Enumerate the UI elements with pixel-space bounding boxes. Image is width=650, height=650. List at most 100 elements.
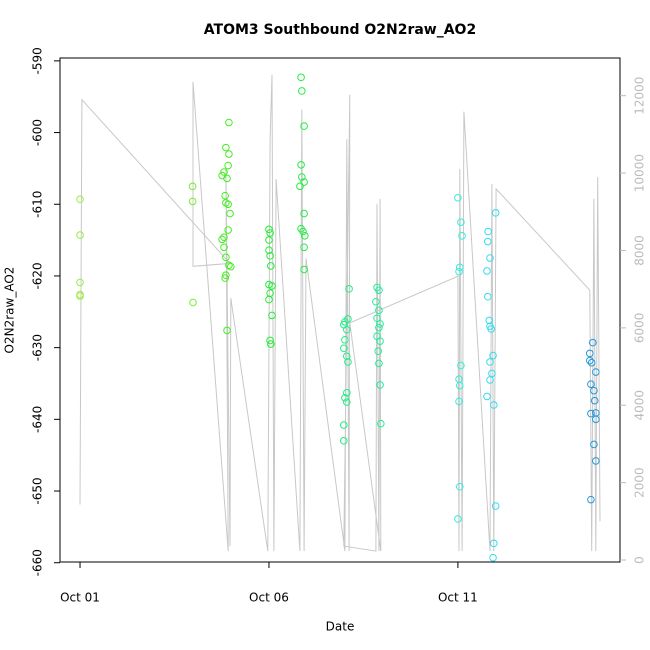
point [483, 292, 492, 301]
point [376, 337, 384, 345]
point [225, 150, 233, 158]
point [489, 539, 498, 548]
y2-tick-label: 8000 [633, 235, 647, 266]
point [455, 482, 464, 491]
point [343, 389, 351, 397]
point [491, 502, 500, 510]
point [344, 315, 352, 323]
point [344, 358, 352, 366]
point [341, 394, 349, 402]
point [226, 262, 235, 271]
chart-title: ATOM3 Southbound O2N2raw_AO2 [204, 22, 476, 38]
point [483, 392, 491, 401]
point [343, 352, 351, 361]
point [487, 325, 495, 333]
point [300, 209, 308, 218]
point [592, 457, 600, 465]
point [226, 209, 234, 218]
x-tick-label: Oct 01 [60, 591, 100, 605]
point [297, 161, 305, 169]
y-tick-label: -630 [31, 334, 45, 361]
point [458, 231, 466, 240]
x-axis-title: Date [326, 620, 355, 634]
y2-tick-label: 4000 [633, 390, 647, 421]
point [455, 263, 464, 272]
point [457, 361, 465, 370]
point [300, 265, 308, 274]
y-tick-label: -640 [31, 406, 45, 433]
point [375, 306, 383, 315]
point [486, 376, 494, 384]
point [188, 197, 197, 206]
point [222, 143, 230, 152]
point [373, 314, 381, 323]
trace-line [79, 74, 601, 552]
y2-tick-label: 6000 [633, 313, 647, 344]
point [267, 340, 275, 348]
point [587, 495, 595, 504]
point [592, 415, 600, 424]
point [345, 285, 353, 293]
point [485, 316, 494, 325]
point [299, 227, 307, 236]
point [76, 278, 84, 287]
point [267, 262, 275, 270]
point [265, 295, 273, 304]
point [76, 231, 84, 239]
point [489, 351, 497, 360]
point [343, 398, 351, 406]
point [339, 437, 348, 445]
y-tick-label: -650 [31, 477, 45, 504]
point [590, 440, 598, 449]
point [224, 161, 232, 170]
point [225, 261, 233, 269]
y-axis-title: O2N2raw_AO2 [3, 267, 17, 354]
point [266, 252, 274, 260]
point [489, 401, 498, 409]
point [454, 515, 462, 523]
point [222, 271, 230, 280]
point [220, 233, 228, 242]
point [223, 326, 231, 335]
point [268, 311, 276, 320]
point [585, 356, 594, 365]
point [224, 226, 232, 234]
point [265, 236, 273, 244]
point [455, 397, 463, 406]
x-tick-label: Oct 11 [438, 591, 478, 605]
point [375, 323, 383, 332]
point [454, 194, 462, 202]
point [491, 209, 500, 217]
y2-tick-label: 10000 [633, 154, 647, 192]
point [455, 267, 463, 276]
y-tick-label: -600 [31, 119, 45, 146]
y-tick-label: -590 [31, 47, 45, 74]
point [298, 87, 306, 95]
point [298, 173, 306, 181]
point [483, 237, 492, 246]
point [339, 421, 348, 429]
y2-tick-label: 12000 [633, 77, 647, 115]
point [372, 297, 380, 306]
point [587, 358, 596, 367]
point [374, 347, 382, 356]
point [221, 191, 229, 200]
point [220, 168, 228, 176]
point [341, 335, 349, 344]
y2-tick-label: 2000 [633, 467, 647, 498]
point [300, 178, 308, 186]
point [343, 325, 351, 334]
point [375, 359, 383, 368]
point [296, 182, 304, 191]
point [587, 409, 595, 418]
point [486, 254, 494, 262]
point [457, 218, 465, 226]
point [455, 381, 464, 390]
point [265, 225, 273, 234]
point [585, 349, 594, 358]
y-tick-label: -610 [31, 191, 45, 218]
point [221, 274, 229, 282]
point [590, 386, 598, 395]
